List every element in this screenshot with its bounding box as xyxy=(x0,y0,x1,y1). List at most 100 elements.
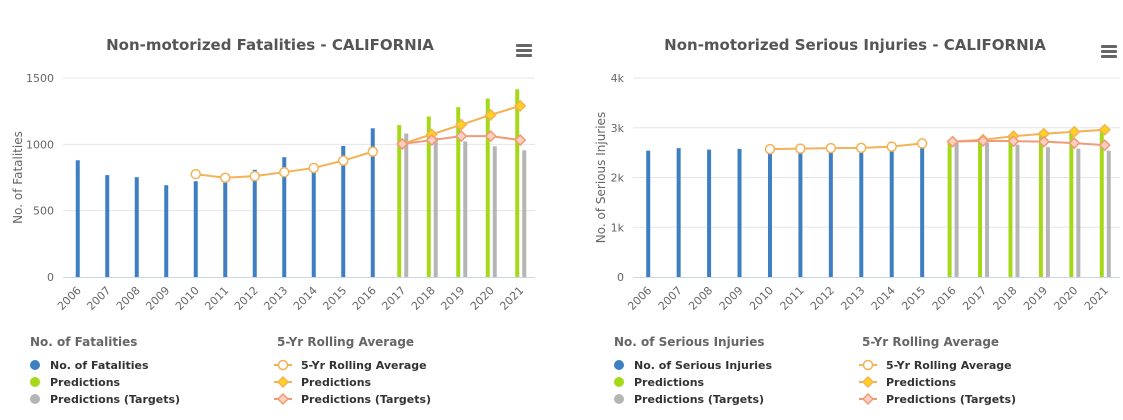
legend-item[interactable]: Predictions (Targets) xyxy=(30,393,180,406)
point-rolling[interactable] xyxy=(220,172,231,184)
point-rolling_targets[interactable] xyxy=(396,137,409,150)
bar-actual[interactable] xyxy=(370,128,375,277)
point-rolling[interactable] xyxy=(886,141,897,152)
point-rolling[interactable] xyxy=(190,168,201,180)
legend-item[interactable]: Predictions xyxy=(614,376,705,389)
legend-item[interactable]: Predictions (Targets) xyxy=(859,392,1016,406)
legend-symbol xyxy=(861,375,875,389)
legend-item[interactable]: Predictions (Targets) xyxy=(614,393,764,406)
bar-predictions[interactable] xyxy=(1069,129,1074,277)
bar-targets[interactable] xyxy=(985,142,990,277)
x-tick-label: 2010 xyxy=(173,284,202,313)
bar-predictions[interactable] xyxy=(1008,134,1013,277)
point-rolling_targets[interactable] xyxy=(946,135,959,148)
bar-predictions[interactable] xyxy=(1038,131,1043,277)
bar-actual[interactable] xyxy=(737,148,742,277)
bar-predictions[interactable] xyxy=(485,98,490,278)
point-rolling_predictions[interactable] xyxy=(455,118,468,131)
legend-item[interactable]: Predictions (Targets) xyxy=(274,392,431,406)
point-rolling_predictions[interactable] xyxy=(484,108,497,121)
bar-actual[interactable] xyxy=(798,148,803,277)
fatalities-chart: Non-motorized Fatalities - CALIFORNIA 0 50… xyxy=(11,36,535,406)
point-rolling_targets[interactable] xyxy=(425,134,438,147)
bar-targets[interactable] xyxy=(433,137,438,277)
bar-actual[interactable] xyxy=(282,157,287,277)
legend-group-title: No. of Serious Injuries xyxy=(614,335,765,349)
point-rolling_targets[interactable] xyxy=(1037,135,1050,148)
point-rolling_targets[interactable] xyxy=(976,134,990,147)
bar-predictions[interactable] xyxy=(1099,128,1104,277)
bar-predictions[interactable] xyxy=(515,89,520,277)
chart-context-menu-button[interactable] xyxy=(514,41,534,58)
bar-predictions[interactable] xyxy=(947,141,952,277)
bar-actual[interactable] xyxy=(134,177,139,277)
point-rolling_predictions[interactable] xyxy=(1068,125,1081,138)
bar-predictions[interactable] xyxy=(456,107,461,277)
point-rolling[interactable] xyxy=(916,138,928,149)
bar-actual[interactable] xyxy=(105,175,110,277)
point-rolling[interactable] xyxy=(795,143,806,154)
point-rolling_targets[interactable] xyxy=(455,130,468,143)
bar-actual[interactable] xyxy=(859,146,864,277)
bar-actual[interactable] xyxy=(252,169,257,277)
bar-targets[interactable] xyxy=(1106,150,1111,277)
legend-item[interactable]: Predictions xyxy=(859,375,957,389)
bar-actual[interactable] xyxy=(75,160,80,277)
x-tick-label: 2018 xyxy=(409,284,438,313)
legend-group-title: 5-Yr Rolling Average xyxy=(277,335,414,349)
bar-targets[interactable] xyxy=(404,133,409,277)
legend-item[interactable]: Predictions xyxy=(274,375,372,389)
point-rolling_targets[interactable] xyxy=(1007,135,1020,148)
point-rolling_predictions[interactable] xyxy=(514,99,527,112)
x-tick-label: 2019 xyxy=(438,284,467,313)
bar-actual[interactable] xyxy=(676,148,681,277)
bar-actual[interactable] xyxy=(223,174,228,277)
bar-targets[interactable] xyxy=(1045,147,1050,277)
bar-targets[interactable] xyxy=(1076,148,1081,277)
bar-targets[interactable] xyxy=(492,146,497,277)
point-rolling[interactable] xyxy=(367,146,378,157)
point-rolling[interactable] xyxy=(856,142,867,154)
bar-targets[interactable] xyxy=(522,150,527,277)
bar-targets[interactable] xyxy=(954,142,959,277)
y-axis-title: No. of Serious Injuries xyxy=(594,112,608,243)
bar-actual[interactable] xyxy=(341,145,346,277)
point-rolling[interactable] xyxy=(249,170,260,182)
legend-item[interactable]: 5-Yr Rolling Average xyxy=(274,359,427,372)
legend-symbol xyxy=(862,359,874,371)
bar-actual[interactable] xyxy=(164,185,169,277)
x-tick-label: 2018 xyxy=(991,284,1020,313)
bar-actual[interactable] xyxy=(311,163,316,277)
bar-targets[interactable] xyxy=(463,141,468,277)
point-rolling_targets[interactable] xyxy=(1068,137,1081,150)
legend-item[interactable]: 5-Yr Rolling Average xyxy=(859,359,1012,372)
point-rolling_targets[interactable] xyxy=(514,134,527,147)
bar-actual[interactable] xyxy=(767,153,772,277)
point-rolling[interactable] xyxy=(308,162,319,174)
chart-title: Non-motorized Serious Injuries - CALIFOR… xyxy=(664,36,1046,54)
bar-targets[interactable] xyxy=(1015,144,1020,277)
bar-actual[interactable] xyxy=(920,139,925,277)
bar-predictions[interactable] xyxy=(978,138,983,277)
bar-actual[interactable] xyxy=(646,150,651,277)
point-rolling_targets[interactable] xyxy=(484,130,497,143)
point-rolling_predictions[interactable] xyxy=(1098,123,1111,136)
point-rolling[interactable] xyxy=(825,142,837,154)
bar-actual[interactable] xyxy=(889,142,894,277)
bar-actual[interactable] xyxy=(828,144,833,277)
legend-item[interactable]: No. of Fatalities xyxy=(30,359,149,372)
legend-item[interactable]: No. of Serious Injuries xyxy=(614,359,772,372)
bar-actual[interactable] xyxy=(707,149,712,277)
legend-symbol xyxy=(30,394,40,404)
point-rolling[interactable] xyxy=(764,143,776,155)
chart-context-menu-button[interactable] xyxy=(1099,42,1119,59)
bar-actual[interactable] xyxy=(193,181,198,277)
bar-predictions[interactable] xyxy=(397,125,402,277)
legend-label: Predictions xyxy=(50,376,121,389)
bar-predictions[interactable] xyxy=(426,116,431,278)
point-rolling[interactable] xyxy=(279,166,290,178)
point-rolling[interactable] xyxy=(338,155,349,166)
legend-item[interactable]: Predictions xyxy=(30,376,121,389)
point-rolling_targets[interactable] xyxy=(1098,139,1111,152)
x-tick-label: 2016 xyxy=(930,284,959,313)
